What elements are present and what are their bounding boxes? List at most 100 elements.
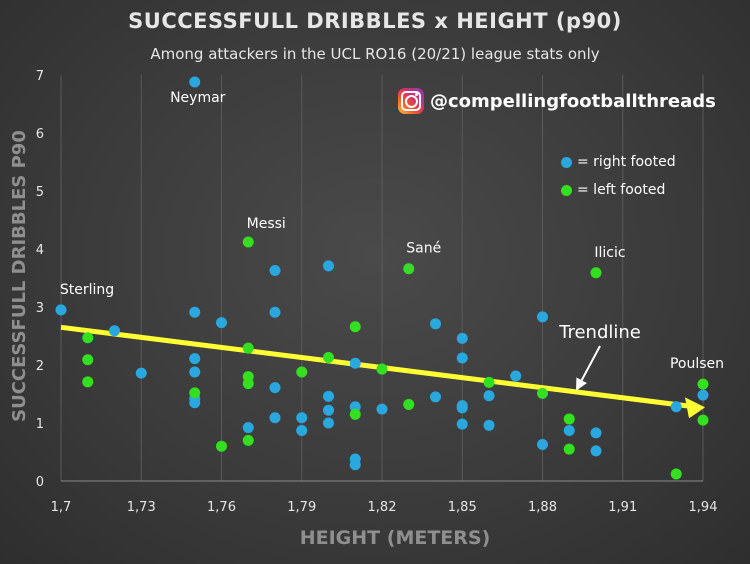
x-tick-label: 1,88 [528,500,557,515]
data-point-right-footed [349,357,361,369]
data-points [55,76,709,480]
x-tick-label: 1,91 [608,500,637,515]
data-point-right-footed [189,306,201,318]
data-point-right-footed [269,264,281,276]
chart-subtitle: Among attackers in the UCL RO16 (20/21) … [150,45,600,63]
y-tick-label: 6 [36,127,44,142]
data-point-left-footed [216,440,227,452]
y-tick-label: 4 [36,243,44,258]
data-point-right-footed [189,353,201,365]
data-point-right-footed [323,404,334,416]
data-point-left-footed [242,236,254,248]
data-point-left-footed [349,408,361,420]
data-point-left-footed [242,342,254,354]
data-point-right-footed [456,332,468,344]
y-tick-label: 7 [36,69,44,84]
player-annotation: Sterling [60,282,114,298]
data-point-left-footed [296,366,308,378]
data-point-right-footed [349,401,361,413]
data-point-left-footed [376,363,388,375]
data-point-right-footed [242,422,254,434]
data-point-right-footed [55,304,67,316]
social-handle: @compellingfootballthreads [398,86,716,116]
data-point-right-footed [483,390,495,402]
y-tick-label: 1 [36,417,44,432]
data-point-right-footed [563,425,575,437]
data-point-right-footed [697,389,709,401]
player-annotation: Ilicic [594,245,625,261]
data-point-right-footed [590,445,602,457]
y-tick-label: 2 [36,359,44,374]
data-point-left-footed [403,263,415,275]
grid-lines [60,75,704,481]
data-point-right-footed [483,419,495,431]
data-point-left-footed [82,332,94,344]
data-point-right-footed [430,318,441,330]
x-tick-label: 1,79 [287,500,316,515]
x-tick-label: 1,94 [689,500,718,515]
data-point-right-footed [135,367,147,379]
data-point-left-footed [563,413,575,425]
data-point-left-footed [670,468,682,480]
data-point-left-footed [242,434,254,446]
data-point-left-footed [697,378,709,390]
data-point-right-footed [590,427,602,439]
legend-item-left-footed: = left footed [561,182,665,198]
data-point-left-footed [537,387,548,399]
legend-label-right-footed: = right footed [577,154,676,170]
trendline-label: Trendline [558,322,641,343]
data-point-left-footed [82,376,94,388]
data-point-right-footed [323,417,334,429]
player-annotation: Neymar [170,90,226,106]
x-tick-label: 1,82 [368,500,397,515]
data-point-right-footed [349,459,361,471]
data-point-right-footed [189,366,201,378]
data-point-right-footed [456,418,468,430]
axis-ticks: 1,7 1,73 1,76 1,79 1,82 1,85 1,88 1,91 1,94 0 1 2 3 4… [36,69,718,515]
handle-text: @compellingfootballthreads [430,90,716,112]
data-point-right-footed [189,397,201,409]
data-point-left-footed [403,398,415,410]
x-axis-label: HEIGHT (METERS) [300,527,491,549]
data-point-right-footed [456,402,468,414]
data-point-right-footed [216,317,227,329]
data-point-right-footed [537,438,548,450]
data-point-right-footed [510,370,522,382]
trendline-pointer-arrow [576,345,601,391]
x-tick-label: 1,7 [51,500,72,515]
data-point-right-footed [109,325,120,337]
data-point-left-footed [563,443,575,455]
data-point-left-footed [483,376,495,388]
data-point-left-footed [82,354,94,366]
y-axis-label: SUCCESSFULL DRIBBLES P90 [9,130,30,422]
instagram-icon [398,88,424,114]
data-point-right-footed [537,311,548,323]
chart-title: SUCCESSFULL DRIBBLES x HEIGHT (p90) [128,9,622,33]
data-point-left-footed [349,321,361,333]
y-tick-label: 0 [36,475,44,490]
data-point-left-footed [189,387,201,399]
data-point-left-footed [242,378,254,390]
x-tick-label: 1,76 [207,500,236,515]
data-point-right-footed [269,382,281,394]
data-point-right-footed [189,76,201,88]
x-tick-label: 1,73 [127,500,156,515]
data-point-right-footed [670,401,682,413]
data-point-right-footed [430,391,441,403]
legend-marker-right-footed [561,156,572,168]
x-tick-label: 1,85 [448,500,477,515]
player-annotation: Sané [406,241,441,257]
data-point-right-footed [296,412,308,424]
player-annotation: Poulsen [670,356,724,372]
data-point-right-footed [456,352,468,364]
legend-marker-left-footed [561,184,572,196]
data-point-right-footed [296,425,308,437]
trendline-arrowhead [685,397,705,419]
data-point-right-footed [269,412,281,424]
data-point-left-footed [323,351,334,363]
y-tick-label: 3 [36,301,44,316]
data-point-left-footed [697,414,709,426]
y-tick-label: 5 [36,185,44,200]
data-point-right-footed [269,306,281,318]
